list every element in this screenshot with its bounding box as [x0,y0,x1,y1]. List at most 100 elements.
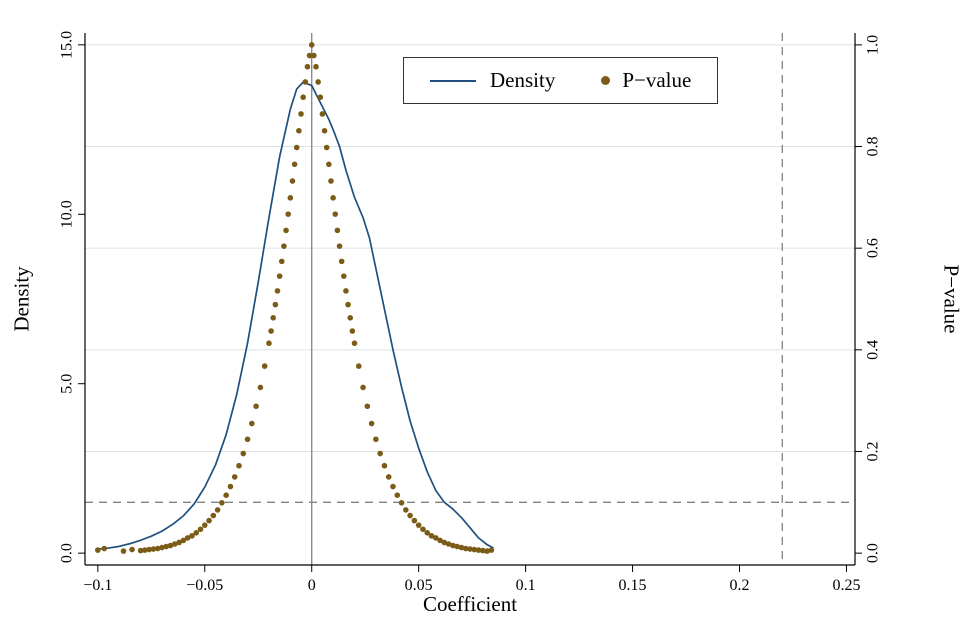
pvalue-dot [351,340,358,347]
legend-item-density: Density [430,68,555,93]
pvalue-dot [219,500,225,506]
pvalue-dot-swatch-icon [601,76,611,85]
pvalue-dot [266,340,272,347]
pvalue-dot [129,546,135,553]
pvalue-dot [432,535,439,541]
pvalue-dot [244,436,251,443]
x-tick-label: 0.25 [832,577,860,594]
pvalue-dot [293,144,300,151]
pvalue-dot [415,522,422,528]
x-tick-label: 0 [308,577,316,594]
pvalue-dot [475,547,482,553]
pvalue-dot [317,94,324,101]
pvalue-dot [137,547,144,554]
legend-pvalue-label: P−value [622,68,692,92]
pvalue-dot [326,161,332,168]
pvalue-dot [296,127,302,134]
pvalue-dot [146,546,152,553]
pvalue-dot [184,535,191,541]
y-right-tick-label: 0.8 [865,137,882,157]
pvalue-dot [287,195,294,201]
pvalue-dot [398,500,405,506]
pvalue-dot [270,315,277,321]
pvalue-dot [249,420,255,427]
pvalue-dot [403,507,409,513]
pvalue-dot [236,462,242,469]
pvalue-dot [300,94,306,101]
pvalue-dot [180,537,187,544]
pvalue-dot [257,384,264,391]
pvalue-dot [480,547,486,554]
pvalue-dot [323,144,330,151]
pvalue-dot [471,546,478,553]
pvalue-dot [306,52,313,59]
pvalue-dot [341,273,347,279]
pvalue-dot [189,533,195,539]
pvalue-dot [172,541,178,547]
density-line [97,81,494,550]
pvalue-dot [285,211,291,217]
pvalue-dot [454,543,460,550]
pvalue-dot [163,543,170,550]
pvalue-dot [424,530,431,536]
pvalue-dot [428,533,435,539]
pvalue-dot [484,548,490,554]
pvalue-dot [332,211,339,217]
pvalue-dot [355,363,362,369]
pvalue-dot [377,450,383,457]
pvalue-dot [268,328,274,334]
pvalue-dot [159,544,165,551]
density-line-swatch-icon [430,79,476,82]
pvalue-dot [289,178,296,184]
pvalue-dot [231,474,238,480]
pvalue-dot [381,462,388,469]
pvalue-dot [253,403,259,410]
pvalue-dot [150,546,157,552]
pvalue-dot [338,258,345,265]
pvalue-dot [373,436,379,443]
pvalue-dot [336,243,343,249]
pvalue-dot [462,545,469,552]
y-right-tick-label: 0.2 [865,441,882,461]
pvalue-dot [343,288,349,294]
x-tick-label: −0.05 [186,577,223,594]
pvalue-dot [411,517,418,524]
pvalue-dot [364,403,371,410]
y-left-tick-label: 0.0 [59,543,76,563]
x-tick-label: 0.1 [516,577,536,594]
pvalue-dot [302,79,309,85]
pvalue-dot [328,178,334,184]
pvalue-dot [274,288,281,294]
pvalue-dot [315,79,321,85]
pvalue-dot [458,544,465,551]
pvalue-dot [390,483,396,490]
pvalue-dot [345,301,351,308]
pvalue-dot [488,547,495,553]
pvalue-dot [278,258,285,265]
pvalue-dot [120,548,127,554]
pvalue-dot [385,474,392,480]
x-axis-title: Coefficient [422,592,518,616]
y-right-tick-label: 0.6 [865,238,882,258]
pvalue-dot [154,545,161,552]
pvalue-dot [441,539,448,546]
legend: Density P−value [403,57,719,104]
y-right-tick-label: 0.0 [865,543,882,563]
pvalue-dot [298,111,304,117]
pvalue-dot [407,512,413,519]
pvalue-dot [240,450,247,457]
pvalue-dot [334,227,341,234]
pvalue-dot [319,111,326,117]
pvalue-dot [95,547,101,553]
pvalue-dot [308,42,315,48]
y-axis-right-title: P−value [939,264,964,334]
pvalue-dot [347,315,354,321]
pvalue-dot [227,483,234,490]
pvalue-dot [142,547,148,553]
pvalue-dot [467,546,473,552]
y-left-tick-label: 15.0 [59,31,76,59]
pvalue-dot [368,420,375,427]
pvalue-dot [214,507,221,513]
